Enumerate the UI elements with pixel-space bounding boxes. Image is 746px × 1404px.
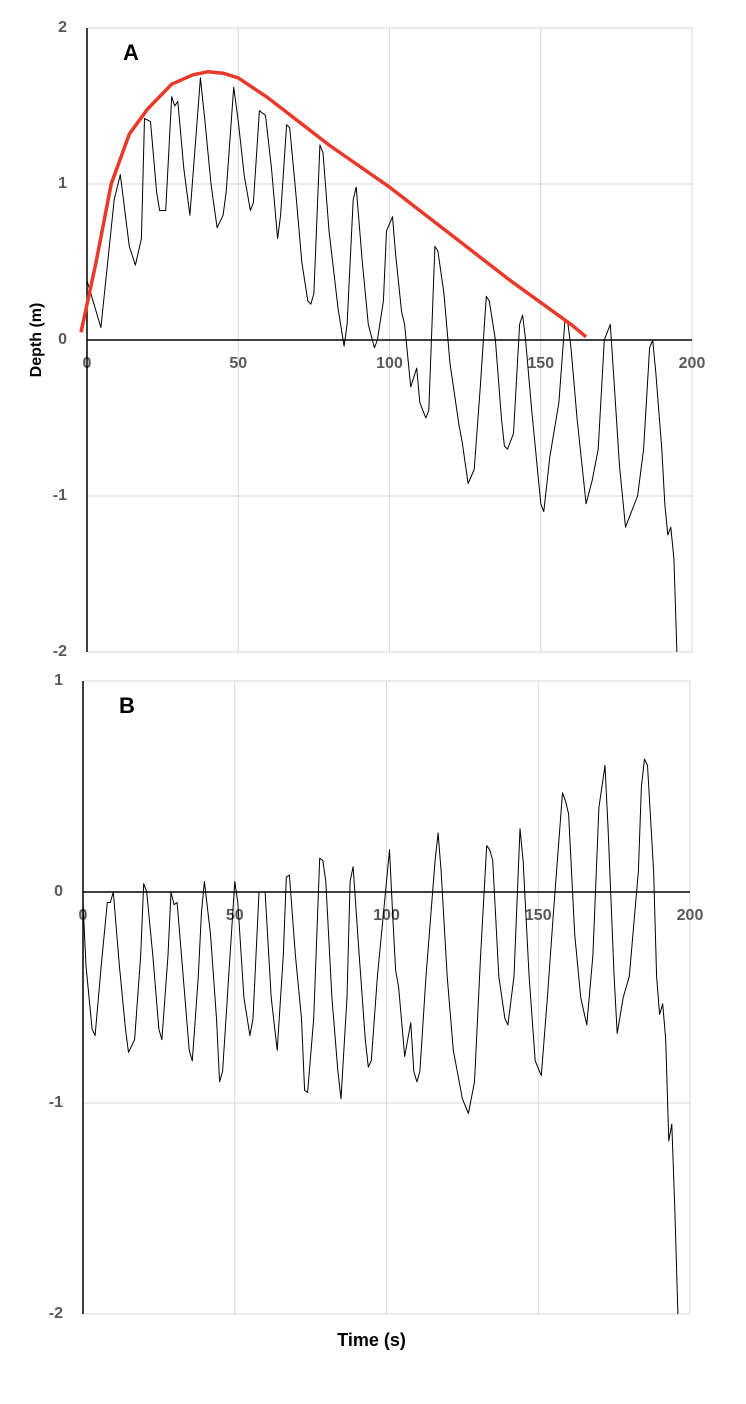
data-line [82,758,679,1315]
y-tick-label: -2 [53,643,67,660]
y-tick-label: 0 [54,883,63,900]
y-tick-label: 1 [54,672,63,689]
y-tick-label: 2 [58,19,67,36]
x-tick-label: 150 [527,355,554,372]
panel-label: B [119,693,135,718]
y-axis-label: Depth (m) [28,303,45,378]
x-tick-label: 50 [229,355,247,372]
x-tick-label: 200 [677,907,704,924]
y-tick-label: -1 [53,487,67,504]
y-tick-label: 0 [58,331,67,348]
y-tick-label: -1 [49,1094,63,1111]
panel-label: A [123,40,139,65]
y-tick-label: -2 [49,1305,63,1322]
data-line [79,69,588,339]
x-axis-label: Time (s) [337,1330,406,1350]
x-tick-label: 100 [376,355,403,372]
x-tick-label: 150 [525,907,552,924]
x-tick-label: 100 [373,907,400,924]
x-tick-label: 50 [226,907,244,924]
data-line [86,77,678,653]
x-tick-label: 200 [679,355,706,372]
y-tick-label: 1 [58,175,67,192]
